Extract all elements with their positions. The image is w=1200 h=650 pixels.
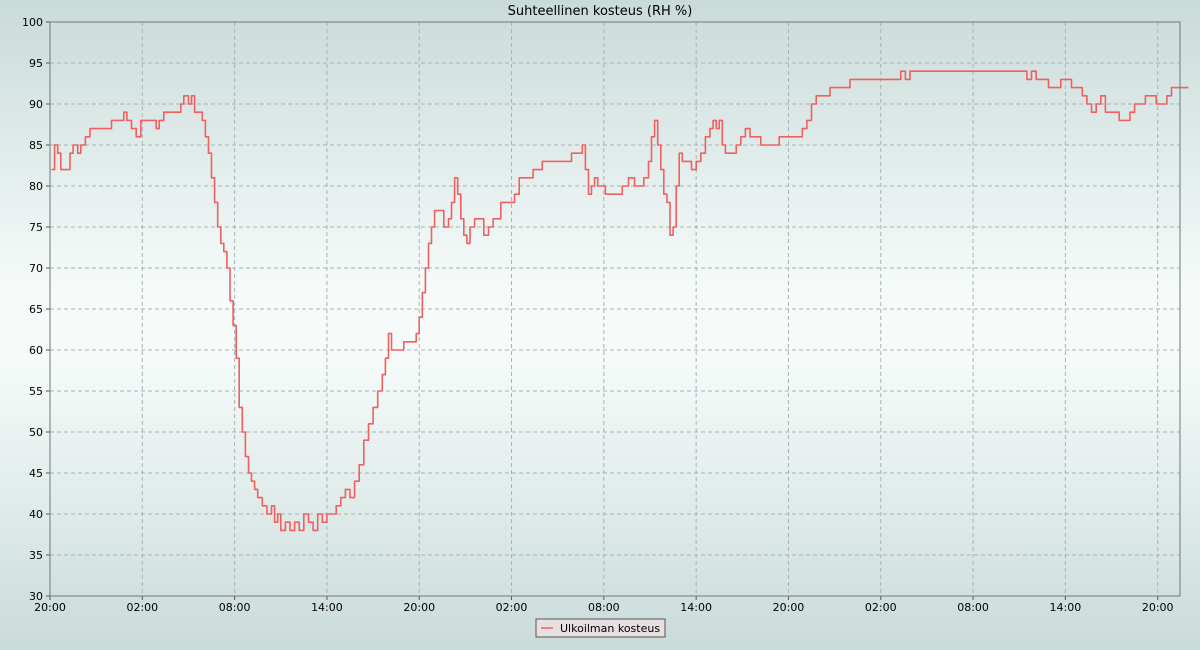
y-tick-label: 85 xyxy=(29,139,43,152)
y-tick-label: 75 xyxy=(29,221,43,234)
axis-ticks: 30 35 40 45 50 55 60 65 70 75 80 85 90 95 100 20:00 02:0… xyxy=(22,16,1174,614)
y-tick-label: 95 xyxy=(29,57,43,70)
y-tick-label: 45 xyxy=(29,467,43,480)
y-tick-label: 40 xyxy=(29,508,43,521)
legend-box xyxy=(535,618,666,638)
x-tick-label: 14:00 xyxy=(1050,601,1082,614)
plot-frame xyxy=(49,21,1181,597)
x-tick-label: 20:00 xyxy=(1142,601,1174,614)
series-line-0 xyxy=(51,70,1189,532)
series-layer xyxy=(51,70,1189,532)
x-tick-label: 08:00 xyxy=(588,601,620,614)
x-tick-label: 02:00 xyxy=(865,601,897,614)
y-tick-label: 65 xyxy=(29,303,43,316)
y-tick-label: 100 xyxy=(22,16,43,29)
x-tick-label: 14:00 xyxy=(311,601,343,614)
x-tick-label: 08:00 xyxy=(219,601,251,614)
y-tick-label: 80 xyxy=(29,180,43,193)
grid xyxy=(50,22,1180,596)
y-tick-label: 90 xyxy=(29,98,43,111)
legend: Ulkoilman kosteus xyxy=(535,618,666,638)
chart-title: Suhteellinen kosteus (RH %) xyxy=(508,4,693,19)
x-tick-label: 20:00 xyxy=(403,601,435,614)
y-tick-label: 60 xyxy=(29,344,43,357)
x-tick-label: 20:00 xyxy=(773,601,805,614)
x-tick-label: 02:00 xyxy=(496,601,528,614)
x-tick-label: 20:00 xyxy=(34,601,66,614)
y-tick-label: 70 xyxy=(29,262,43,275)
x-tick-label: 08:00 xyxy=(957,601,989,614)
legend-label: Ulkoilman kosteus xyxy=(560,622,660,635)
x-tick-label: 14:00 xyxy=(680,601,712,614)
y-tick-label: 30 xyxy=(29,590,43,603)
y-tick-label: 35 xyxy=(29,549,43,562)
y-tick-label: 50 xyxy=(29,426,43,439)
y-tick-label: 55 xyxy=(29,385,43,398)
x-tick-label: 02:00 xyxy=(126,601,158,614)
